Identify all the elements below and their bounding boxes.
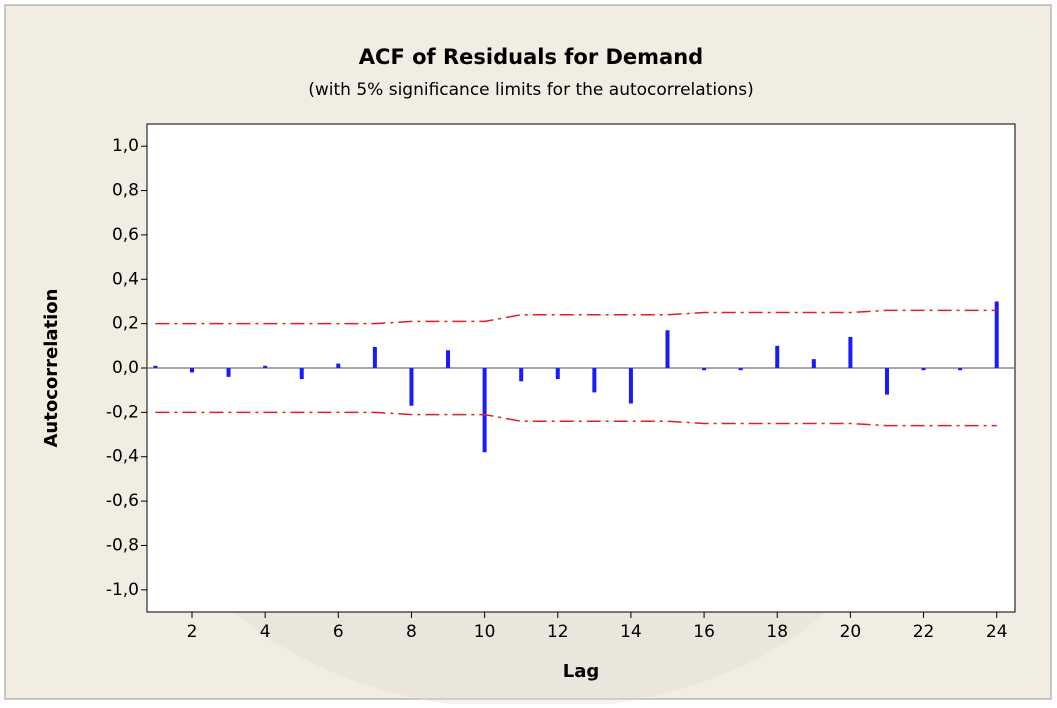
y-axis-label: Autocorrelation — [41, 289, 62, 448]
y-tick-label: 1,0 — [112, 136, 139, 156]
x-tick-label: 22 — [913, 622, 935, 642]
y-tick-label: 0,4 — [112, 269, 139, 289]
y-tick-label: -0,4 — [106, 447, 139, 467]
x-tick-label: 2 — [187, 622, 198, 642]
x-tick-label: 20 — [840, 622, 862, 642]
chart: ACF of Residuals for Demand (with 5% sig… — [0, 0, 1057, 704]
chart-title: ACF of Residuals for Demand — [359, 45, 703, 69]
x-tick-label: 12 — [547, 622, 569, 642]
y-tick-label: -0,6 — [106, 491, 139, 511]
x-tick-label: 8 — [406, 622, 417, 642]
y-tick-label: -1,0 — [106, 580, 139, 600]
x-tick-label: 6 — [333, 622, 344, 642]
y-tick-label: 0,0 — [112, 358, 139, 378]
x-axis-label: Lag — [563, 661, 600, 682]
x-tick-label: 10 — [474, 622, 496, 642]
y-tick-label: 0,2 — [112, 314, 139, 334]
x-tick-label: 18 — [766, 622, 788, 642]
y-tick-label: -0,2 — [106, 402, 139, 422]
y-tick-label: 0,6 — [112, 225, 139, 245]
chart-subtitle: (with 5% significance limits for the aut… — [308, 80, 754, 100]
x-tick-label: 16 — [693, 622, 715, 642]
y-tick-label: 0,8 — [112, 181, 139, 201]
x-tick-label: 24 — [986, 622, 1008, 642]
y-tick-label: -0,8 — [106, 535, 139, 555]
x-tick-label: 14 — [620, 622, 642, 642]
x-tick-label: 4 — [260, 622, 271, 642]
